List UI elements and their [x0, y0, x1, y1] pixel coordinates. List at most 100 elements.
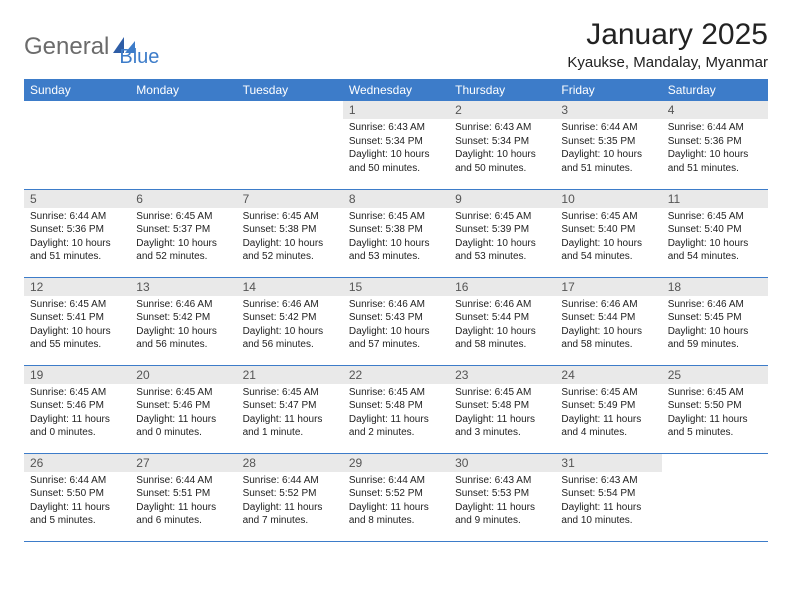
logo: General Blue: [24, 24, 159, 69]
day-line: Sunset: 5:47 PM: [243, 399, 337, 413]
day-number: 25: [662, 366, 768, 384]
calendar-week-row: 26Sunrise: 6:44 AMSunset: 5:50 PMDayligh…: [24, 453, 768, 541]
day-body: Sunrise: 6:45 AMSunset: 5:41 PMDaylight:…: [24, 296, 130, 356]
day-line: Daylight: 10 hours: [136, 325, 230, 339]
day-line: and 7 minutes.: [243, 514, 337, 528]
day-line: Sunrise: 6:44 AM: [243, 474, 337, 488]
day-line: Daylight: 11 hours: [243, 501, 337, 515]
day-line: Daylight: 10 hours: [455, 325, 549, 339]
day-line: and 9 minutes.: [455, 514, 549, 528]
day-line: Sunrise: 6:45 AM: [455, 386, 549, 400]
day-line: Sunrise: 6:46 AM: [561, 298, 655, 312]
weekday-header: Sunday: [24, 79, 130, 101]
day-line: Sunset: 5:45 PM: [668, 311, 762, 325]
day-body: Sunrise: 6:44 AMSunset: 5:50 PMDaylight:…: [24, 472, 130, 532]
day-line: Sunrise: 6:43 AM: [455, 474, 549, 488]
day-line: and 6 minutes.: [136, 514, 230, 528]
day-line: Sunset: 5:36 PM: [30, 223, 124, 237]
day-body: Sunrise: 6:43 AMSunset: 5:34 PMDaylight:…: [343, 119, 449, 179]
day-line: Sunrise: 6:45 AM: [668, 386, 762, 400]
day-body: Sunrise: 6:45 AMSunset: 5:47 PMDaylight:…: [237, 384, 343, 444]
day-body: Sunrise: 6:46 AMSunset: 5:42 PMDaylight:…: [130, 296, 236, 356]
day-number: 22: [343, 366, 449, 384]
day-line: Sunset: 5:40 PM: [668, 223, 762, 237]
logo-text-blue: Blue: [119, 46, 159, 69]
day-line: Daylight: 10 hours: [243, 325, 337, 339]
day-line: Daylight: 11 hours: [243, 413, 337, 427]
day-line: Sunrise: 6:46 AM: [455, 298, 549, 312]
day-line: Sunrise: 6:46 AM: [136, 298, 230, 312]
day-line: Sunrise: 6:45 AM: [243, 210, 337, 224]
calendar-day-cell: 15Sunrise: 6:46 AMSunset: 5:43 PMDayligh…: [343, 277, 449, 365]
day-number: 17: [555, 278, 661, 296]
day-line: Sunrise: 6:45 AM: [455, 210, 549, 224]
day-line: and 5 minutes.: [30, 514, 124, 528]
day-body: [237, 105, 343, 111]
day-line: Daylight: 11 hours: [455, 413, 549, 427]
weekday-header: Wednesday: [343, 79, 449, 101]
day-line: Daylight: 10 hours: [668, 148, 762, 162]
day-line: and 56 minutes.: [243, 338, 337, 352]
day-line: Sunset: 5:52 PM: [349, 487, 443, 501]
day-number: 24: [555, 366, 661, 384]
day-line: Sunrise: 6:44 AM: [30, 210, 124, 224]
day-line: Sunset: 5:40 PM: [561, 223, 655, 237]
day-body: Sunrise: 6:45 AMSunset: 5:46 PMDaylight:…: [130, 384, 236, 444]
day-line: and 53 minutes.: [455, 250, 549, 264]
calendar-day-cell: 17Sunrise: 6:46 AMSunset: 5:44 PMDayligh…: [555, 277, 661, 365]
day-line: Daylight: 10 hours: [561, 237, 655, 251]
day-line: Sunset: 5:48 PM: [455, 399, 549, 413]
calendar-week-row: 5Sunrise: 6:44 AMSunset: 5:36 PMDaylight…: [24, 189, 768, 277]
day-line: Daylight: 11 hours: [349, 501, 443, 515]
day-line: and 51 minutes.: [668, 162, 762, 176]
calendar-day-cell: 29Sunrise: 6:44 AMSunset: 5:52 PMDayligh…: [343, 453, 449, 541]
day-line: Daylight: 10 hours: [668, 325, 762, 339]
day-line: Sunrise: 6:45 AM: [30, 386, 124, 400]
day-line: Sunrise: 6:45 AM: [668, 210, 762, 224]
calendar-day-cell: 1Sunrise: 6:43 AMSunset: 5:34 PMDaylight…: [343, 101, 449, 189]
day-line: and 0 minutes.: [136, 426, 230, 440]
day-number: 27: [130, 454, 236, 472]
day-number: 5: [24, 190, 130, 208]
day-line: Daylight: 10 hours: [136, 237, 230, 251]
calendar-day-cell: 6Sunrise: 6:45 AMSunset: 5:37 PMDaylight…: [130, 189, 236, 277]
calendar-day-cell: 27Sunrise: 6:44 AMSunset: 5:51 PMDayligh…: [130, 453, 236, 541]
day-body: Sunrise: 6:46 AMSunset: 5:44 PMDaylight:…: [449, 296, 555, 356]
day-body: Sunrise: 6:45 AMSunset: 5:46 PMDaylight:…: [24, 384, 130, 444]
day-line: and 57 minutes.: [349, 338, 443, 352]
day-line: Sunrise: 6:43 AM: [561, 474, 655, 488]
day-line: Sunset: 5:39 PM: [455, 223, 549, 237]
day-number: 3: [555, 101, 661, 119]
title-block: January 2025 Kyaukse, Mandalay, Myanmar: [567, 18, 768, 71]
day-body: Sunrise: 6:44 AMSunset: 5:36 PMDaylight:…: [662, 119, 768, 179]
day-line: Daylight: 11 hours: [455, 501, 549, 515]
day-body: Sunrise: 6:43 AMSunset: 5:34 PMDaylight:…: [449, 119, 555, 179]
day-body: Sunrise: 6:46 AMSunset: 5:42 PMDaylight:…: [237, 296, 343, 356]
day-line: and 4 minutes.: [561, 426, 655, 440]
day-line: Sunset: 5:38 PM: [243, 223, 337, 237]
weekday-header: Saturday: [662, 79, 768, 101]
day-line: Daylight: 11 hours: [561, 413, 655, 427]
day-number: 10: [555, 190, 661, 208]
day-line: and 56 minutes.: [136, 338, 230, 352]
day-line: and 55 minutes.: [30, 338, 124, 352]
calendar-day-cell: 19Sunrise: 6:45 AMSunset: 5:46 PMDayligh…: [24, 365, 130, 453]
day-line: Sunrise: 6:45 AM: [243, 386, 337, 400]
calendar-day-cell: 23Sunrise: 6:45 AMSunset: 5:48 PMDayligh…: [449, 365, 555, 453]
day-body: Sunrise: 6:44 AMSunset: 5:36 PMDaylight:…: [24, 208, 130, 268]
day-body: Sunrise: 6:45 AMSunset: 5:40 PMDaylight:…: [662, 208, 768, 268]
calendar-day-cell: 18Sunrise: 6:46 AMSunset: 5:45 PMDayligh…: [662, 277, 768, 365]
day-line: Sunset: 5:41 PM: [30, 311, 124, 325]
day-line: and 8 minutes.: [349, 514, 443, 528]
day-number: 11: [662, 190, 768, 208]
day-line: Sunset: 5:48 PM: [349, 399, 443, 413]
calendar-day-cell: 14Sunrise: 6:46 AMSunset: 5:42 PMDayligh…: [237, 277, 343, 365]
day-line: Sunset: 5:51 PM: [136, 487, 230, 501]
day-line: and 51 minutes.: [30, 250, 124, 264]
calendar-day-cell: [130, 101, 236, 189]
day-line: Daylight: 11 hours: [349, 413, 443, 427]
day-line: Sunset: 5:49 PM: [561, 399, 655, 413]
day-number: 9: [449, 190, 555, 208]
day-number: 1: [343, 101, 449, 119]
calendar-day-cell: 4Sunrise: 6:44 AMSunset: 5:36 PMDaylight…: [662, 101, 768, 189]
